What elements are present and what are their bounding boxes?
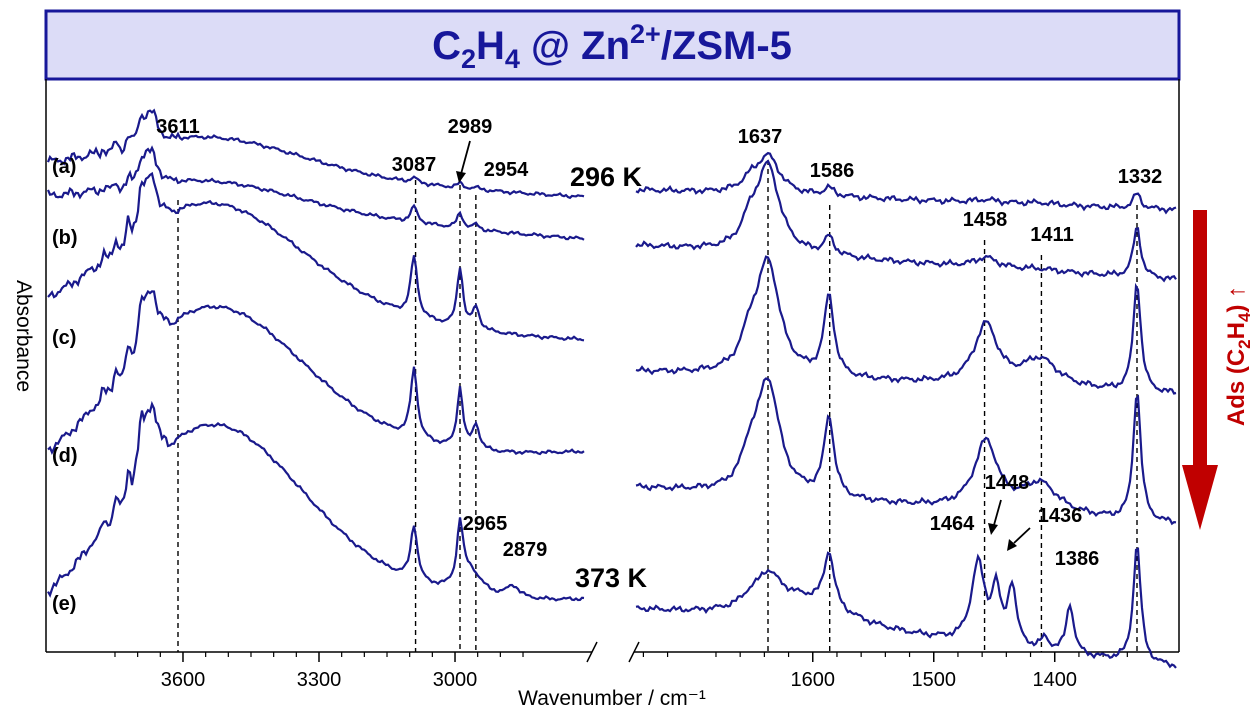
- peak-label-3087: 3087: [392, 154, 437, 176]
- trace-label-d: (d): [52, 445, 78, 467]
- x-tick-label-left-3300: 3300: [297, 669, 342, 691]
- trace-label-a: (a): [52, 156, 76, 178]
- x-ticks: 3600 3300 3000 1600 1500 1400: [114, 652, 1153, 691]
- peak-label-1637: 1637: [738, 126, 783, 148]
- x-tick-label-left-3600: 3600: [161, 669, 206, 691]
- peak-labels: 3611 3087 2989 2954 2965 2879 1637 1586 1458 1411…: [156, 116, 1162, 570]
- arrow-1448: [993, 499, 1002, 526]
- x-axis-label: Wavenumber / cm⁻¹: [518, 687, 706, 710]
- x-tick-label-right-1600: 1600: [791, 669, 836, 691]
- peak-label-2879: 2879: [503, 539, 548, 561]
- trace-label-b: (b): [52, 227, 78, 249]
- peak-label-2965: 2965: [463, 513, 508, 535]
- x-tick-label-right-1400: 1400: [1032, 669, 1077, 691]
- trace-label-c: (c): [52, 327, 76, 349]
- x-tick-label-left-3000: 3000: [433, 669, 478, 691]
- arrow-2989-head: [456, 171, 466, 183]
- spectrum-trace-b-right: [635, 159, 1177, 283]
- title-box: [44, 9, 1181, 81]
- peak-arrows: [456, 140, 1031, 551]
- peak-label-1448: 1448: [985, 472, 1030, 494]
- arrow-2989: [460, 140, 471, 175]
- spectrum-trace-e-left: [47, 400, 585, 602]
- chart-title: C2H4 @ Zn2+/ZSM-5: [432, 19, 792, 74]
- spectrum-trace-d-left: [47, 289, 585, 456]
- peak-label-1411: 1411: [1030, 224, 1073, 246]
- peak-label-1464: 1464: [930, 513, 975, 535]
- spectra-traces: [46, 108, 1177, 669]
- arrow-1448-head: [988, 523, 998, 535]
- peak-label-2954: 2954: [484, 159, 529, 181]
- x-tick-label-right-1500: 1500: [911, 669, 956, 691]
- y-axis-label: Absorbance: [12, 280, 35, 392]
- temp-373k: 373 K: [575, 563, 648, 593]
- axis-break-right: [628, 641, 640, 663]
- spectrum-trace-d-right: [635, 377, 1177, 526]
- peak-label-1386: 1386: [1055, 548, 1100, 570]
- spectrum-trace-b-left: [46, 145, 585, 241]
- adsorption-arrow-shaft: [1193, 210, 1207, 470]
- trace-label-e: (e): [52, 593, 76, 615]
- spectrum-trace-a-left: [46, 108, 585, 200]
- arrow-1436-head: [1007, 539, 1017, 551]
- peak-dashed-lines: [177, 160, 1138, 652]
- spectrum-trace-a-right: [635, 151, 1177, 215]
- adsorption-arrow-label: Ads (C2H4) ↑: [1223, 286, 1254, 426]
- temp-296k: 296 K: [570, 162, 643, 192]
- peak-label-1436: 1436: [1038, 505, 1083, 527]
- spectrum-trace-e-right: [635, 547, 1177, 669]
- peak-label-1458: 1458: [963, 209, 1008, 231]
- peak-label-3611: 3611: [156, 116, 199, 138]
- arrow-1436: [1013, 527, 1031, 544]
- adsorption-arrow-head: [1182, 465, 1218, 530]
- peak-label-1586: 1586: [810, 160, 855, 182]
- spectrum-trace-c-right: [635, 255, 1177, 395]
- spectrum-trace-c-left: [47, 171, 585, 342]
- peak-label-1332: 1332: [1118, 166, 1163, 188]
- peak-label-2989: 2989: [448, 116, 493, 138]
- axis-break-left: [586, 641, 598, 663]
